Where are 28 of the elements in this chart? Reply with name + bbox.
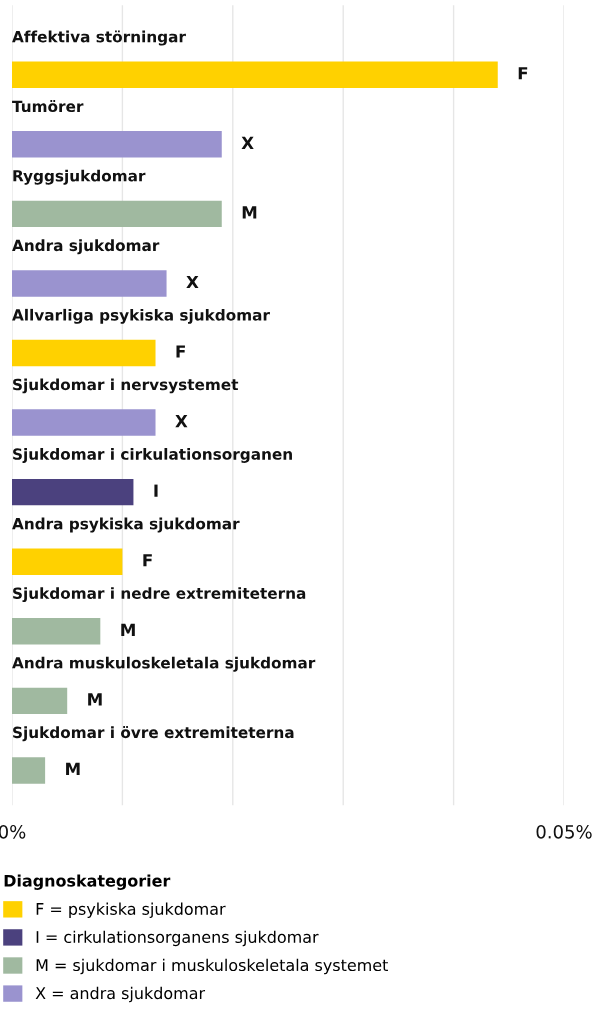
y-tick-label: Allvarliga psykiska sjukdomar xyxy=(12,308,270,324)
y-tick-label: Ryggsjukdomar xyxy=(13,169,146,185)
data-label: F xyxy=(176,345,185,358)
data-label: F xyxy=(143,554,152,567)
legend-title: Diagnoskategorier xyxy=(4,874,171,890)
data-label: X xyxy=(241,136,254,149)
data-label: X xyxy=(175,415,188,428)
legend-label: X = andra sjukdomar xyxy=(35,986,206,1003)
y-tick-label: Sjukdomar i nedre extremiteterna xyxy=(13,587,306,603)
y-tick-label: Andra sjukdomar xyxy=(12,239,160,255)
y-tick-label: Affektiva störningar xyxy=(12,30,186,46)
data-label: M xyxy=(121,623,135,636)
x-tick-label: 0.05% xyxy=(536,824,592,839)
y-tick-label: Sjukdomar i nervsystemet xyxy=(13,378,239,394)
legend-label: F = psykiska sjukdomar xyxy=(36,902,226,919)
data-label: M xyxy=(88,693,102,706)
legend-label: I = cirkulationsorganens sjukdomar xyxy=(36,930,319,947)
data-label: F xyxy=(518,67,528,80)
y-tick-label: Sjukdomar i cirkulationsorganen xyxy=(13,448,292,463)
data-label: M xyxy=(242,206,257,219)
y-tick-label: Andra muskuloskeletala sjukdomar xyxy=(12,656,316,672)
y-tick-label: Sjukdomar i övre extremiteterna xyxy=(13,726,294,742)
y-tick-label: Tumörer xyxy=(12,100,84,113)
data-label: X xyxy=(186,275,199,289)
data-label: I xyxy=(154,484,158,497)
legend-label: M = sjukdomar i muskuloskeletala systemet xyxy=(36,958,388,975)
y-tick-label: Andra psykiska sjukdomar xyxy=(12,517,240,533)
data-label: M xyxy=(66,762,80,776)
